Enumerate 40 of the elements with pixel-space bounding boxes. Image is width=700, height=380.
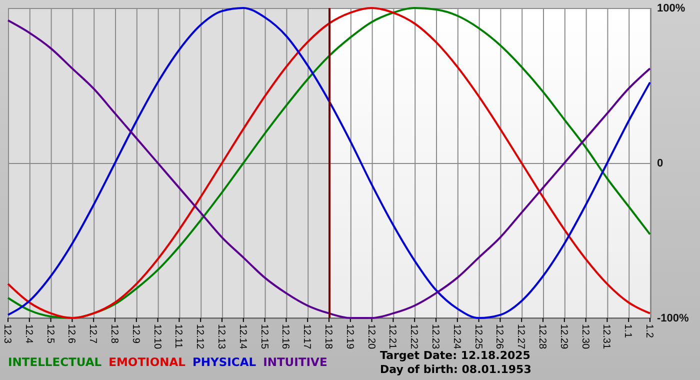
x-tick-label: 1.1 xyxy=(622,324,634,338)
x-tick-label: 12.29 xyxy=(558,324,569,350)
x-tick-label: 12.11 xyxy=(172,324,184,349)
x-tick-label: 12.9 xyxy=(130,324,141,344)
x-tick-label: 12.23 xyxy=(430,324,440,350)
x-tick-label: 12.31 xyxy=(600,324,612,350)
x-tick-label: 12.24 xyxy=(450,324,462,350)
x-tick-label: 12.20 xyxy=(365,324,376,350)
x-tick-label: 12.22 xyxy=(408,324,420,350)
text: INTELLECTUAL xyxy=(8,355,102,369)
x-tick-label: 12.8 xyxy=(108,324,120,344)
text: Day of birth: 08.01.1953 xyxy=(380,363,532,376)
x-tick-label: 12.5 xyxy=(44,324,56,344)
x-tick-label: 12.6 xyxy=(66,324,77,344)
x-tick-label: 12.16 xyxy=(280,324,291,350)
x-tick-label: 12.26 xyxy=(494,324,505,350)
x-tick-label: 12.25 xyxy=(472,324,484,350)
y-tick-label: 100% xyxy=(657,2,686,15)
x-tick-label: 12.15 xyxy=(258,324,270,350)
x-tick-label: 12.19 xyxy=(344,324,355,350)
x-tick-label: 1.2 xyxy=(644,324,654,338)
x-tick-label: 12.4 xyxy=(22,324,34,344)
y-tick-label: -100% xyxy=(657,312,690,325)
x-tick-label: 12.30 xyxy=(579,324,590,350)
x-tick-label: 12.14 xyxy=(236,324,248,350)
x-tick-label: 12.28 xyxy=(536,324,548,350)
text: Target Date: 12.18.2025 xyxy=(380,349,530,362)
y-tick-label: 0 xyxy=(657,158,664,170)
x-tick-label: 12.3 xyxy=(2,324,12,344)
x-tick-label: 12.21 xyxy=(386,324,398,350)
x-tick-label: 12.10 xyxy=(151,324,162,350)
x-tick-label: 12.12 xyxy=(194,324,206,350)
x-tick-label: 12.7 xyxy=(87,324,98,344)
x-tick-label: 12.13 xyxy=(216,324,226,350)
x-tick-label: 12.18 xyxy=(322,324,334,350)
x-tick-label: 12.27 xyxy=(515,324,526,350)
x-tick-label: 12.17 xyxy=(301,324,312,350)
text: EMOTIONAL xyxy=(108,355,186,369)
text: INTUITIVE xyxy=(263,355,328,369)
text: PHYSICAL xyxy=(192,355,257,369)
